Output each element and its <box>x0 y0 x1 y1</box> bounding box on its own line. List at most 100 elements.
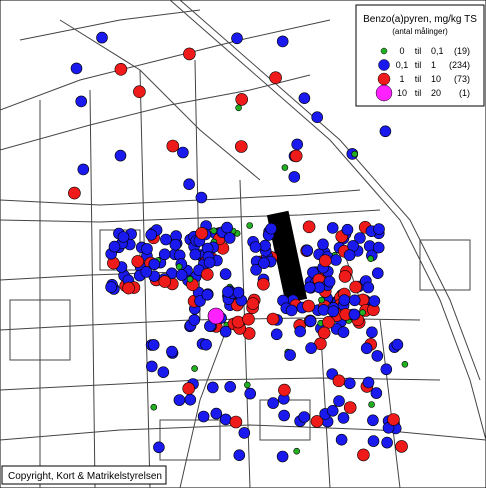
point <box>310 415 324 428</box>
legend-from: 0,1 <box>396 60 409 70</box>
point <box>229 415 243 429</box>
point <box>249 241 262 253</box>
point <box>147 339 160 351</box>
point <box>201 288 214 301</box>
point <box>311 111 324 123</box>
point <box>380 363 393 376</box>
point <box>166 139 180 153</box>
point <box>338 294 351 306</box>
point <box>367 255 375 263</box>
point <box>337 326 350 339</box>
legend-to: 10 <box>431 74 441 84</box>
point <box>302 220 316 234</box>
point <box>391 338 404 351</box>
point <box>370 387 383 399</box>
point <box>302 299 315 313</box>
legend-symbol <box>375 84 393 102</box>
point <box>210 227 218 234</box>
point <box>158 275 172 288</box>
legend-word: til <box>415 74 422 84</box>
point <box>114 149 127 162</box>
point <box>201 268 214 281</box>
point <box>183 178 195 190</box>
point <box>222 285 234 298</box>
point <box>298 411 311 423</box>
point <box>188 314 201 326</box>
point <box>235 93 248 106</box>
legend-count: (234) <box>449 60 470 70</box>
point <box>326 222 339 234</box>
point <box>184 393 197 406</box>
point <box>359 309 366 316</box>
legend-symbol <box>380 47 388 55</box>
point <box>270 328 283 341</box>
point <box>395 440 408 453</box>
point <box>266 312 280 326</box>
legend-to: 1 <box>431 60 436 70</box>
point <box>276 450 289 463</box>
point <box>219 413 232 426</box>
point <box>242 312 255 326</box>
point <box>219 268 232 280</box>
point <box>235 104 242 112</box>
point <box>195 227 208 240</box>
point <box>318 254 332 268</box>
point <box>166 345 178 358</box>
point <box>145 229 157 241</box>
point <box>75 95 87 108</box>
point <box>343 377 356 390</box>
point <box>401 360 409 368</box>
point <box>267 397 279 409</box>
point <box>221 221 233 234</box>
building <box>266 210 308 304</box>
point <box>278 383 291 397</box>
legend: Benzo(a)pyren, mg/kg TS (antal målinger)… <box>355 4 485 107</box>
legend-title: Benzo(a)pyren, mg/kg TS <box>363 14 477 25</box>
point <box>244 387 256 400</box>
point <box>343 401 357 414</box>
point <box>231 32 243 45</box>
point <box>108 240 121 253</box>
point <box>177 146 189 159</box>
point <box>305 342 317 354</box>
point <box>276 35 289 48</box>
point <box>246 297 260 310</box>
copyright: Copyright, Kort & Matrikelstyrelsen <box>8 471 162 482</box>
point <box>323 275 336 288</box>
point <box>326 404 339 417</box>
point <box>160 233 172 246</box>
point <box>114 63 128 76</box>
point <box>238 427 251 439</box>
point <box>244 381 251 389</box>
point <box>191 365 198 372</box>
point <box>333 395 345 407</box>
point <box>349 280 363 294</box>
point <box>153 441 165 454</box>
point <box>173 394 186 406</box>
point <box>317 304 330 316</box>
point <box>348 308 361 321</box>
point <box>371 267 384 280</box>
point <box>122 281 135 295</box>
legend-from: 1 <box>399 74 404 84</box>
point <box>373 223 385 235</box>
legend-from: 10 <box>397 88 407 98</box>
point <box>338 270 352 283</box>
point <box>371 350 384 362</box>
measurement-points <box>68 31 409 463</box>
point <box>354 232 366 244</box>
point <box>269 71 282 84</box>
point <box>189 248 202 261</box>
legend-symbol <box>377 72 391 86</box>
point <box>250 263 262 276</box>
legend-count: (19) <box>454 46 470 56</box>
point <box>281 164 289 171</box>
point <box>337 412 350 424</box>
point <box>303 281 316 294</box>
legend-from: 0 <box>399 46 404 56</box>
point <box>175 263 183 271</box>
point <box>362 376 375 389</box>
point <box>232 286 245 299</box>
legend-count: (1) <box>459 88 470 98</box>
